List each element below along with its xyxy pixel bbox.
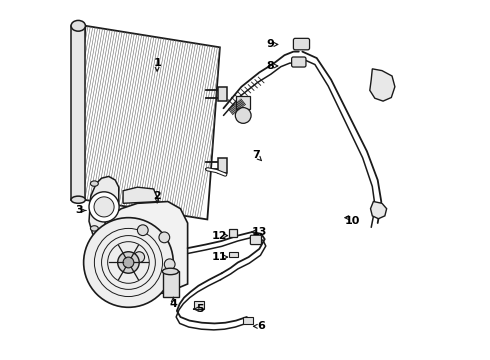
Bar (229, 229, 237, 237)
Circle shape (137, 225, 148, 235)
Text: 1: 1 (153, 58, 161, 68)
Polygon shape (73, 26, 220, 220)
Bar (218, 87, 227, 101)
Bar (236, 96, 250, 109)
Polygon shape (243, 317, 253, 324)
Circle shape (118, 252, 139, 273)
Circle shape (235, 108, 251, 123)
Text: 10: 10 (345, 216, 360, 226)
Ellipse shape (162, 268, 178, 275)
Text: 2: 2 (153, 191, 161, 201)
Text: 11: 11 (212, 252, 228, 262)
Text: 7: 7 (252, 150, 260, 160)
Circle shape (89, 192, 119, 222)
FancyBboxPatch shape (294, 39, 310, 50)
Bar (194, 301, 204, 309)
Ellipse shape (71, 196, 85, 203)
Text: 4: 4 (170, 299, 177, 309)
Ellipse shape (91, 226, 98, 231)
Ellipse shape (71, 21, 85, 31)
Circle shape (84, 218, 173, 307)
Polygon shape (229, 252, 238, 257)
Bar (163, 271, 179, 297)
Text: 6: 6 (257, 321, 265, 331)
Polygon shape (105, 202, 188, 295)
Text: 12: 12 (212, 231, 228, 240)
FancyBboxPatch shape (292, 57, 306, 67)
Bar (218, 158, 227, 173)
Polygon shape (370, 202, 387, 219)
Polygon shape (370, 69, 395, 101)
Text: 5: 5 (196, 304, 204, 314)
Text: 9: 9 (266, 40, 274, 49)
Text: 13: 13 (252, 227, 267, 237)
Text: 8: 8 (266, 61, 274, 71)
Circle shape (94, 197, 114, 217)
Polygon shape (89, 176, 119, 241)
Ellipse shape (91, 181, 98, 186)
Circle shape (164, 259, 175, 270)
FancyBboxPatch shape (250, 235, 262, 244)
Circle shape (134, 252, 145, 262)
Bar (71, 26, 85, 200)
Polygon shape (123, 187, 159, 203)
Circle shape (159, 232, 170, 243)
Text: 3: 3 (75, 206, 83, 216)
Circle shape (123, 257, 134, 268)
